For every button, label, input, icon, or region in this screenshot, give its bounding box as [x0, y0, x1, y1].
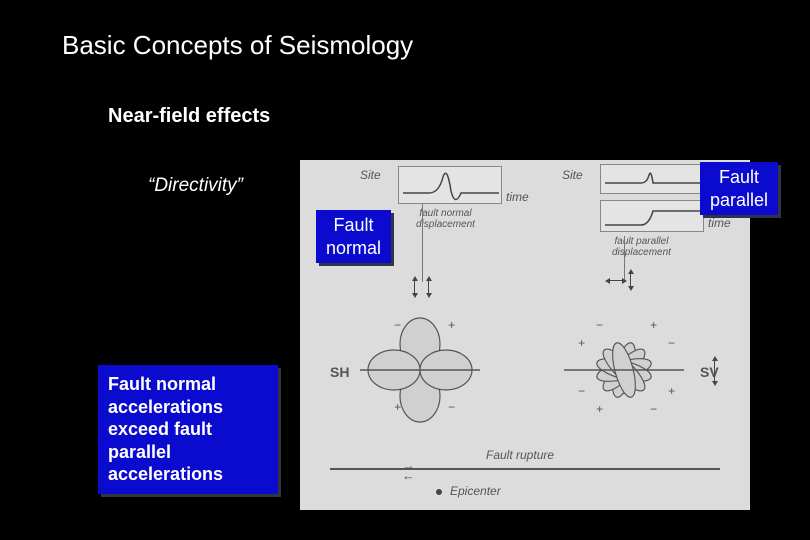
subtitle: Near-field effects	[108, 105, 270, 128]
fault-rupture-line	[330, 468, 720, 470]
description-box: Fault normal accelerations exceed fault …	[98, 365, 278, 494]
petal-8lobe-icon	[564, 310, 684, 430]
time-left-label: time	[506, 190, 529, 204]
fault-normal-disp-label: fault normal displacement	[416, 208, 475, 230]
fault-rupture-label: Fault rupture	[486, 448, 554, 462]
time-right-label: time	[708, 216, 731, 230]
directivity-label: “Directivity”	[148, 175, 243, 197]
epicenter-label: Epicenter	[450, 484, 501, 498]
slide-title: Basic Concepts of Seismology	[62, 30, 413, 61]
site-left-vline	[422, 204, 423, 282]
waveform-left-panel	[398, 166, 502, 204]
step-waveform-icon	[601, 201, 705, 233]
fault-parallel-disp-label: fault parallel displacement	[612, 236, 671, 258]
pulse-waveform-icon	[399, 167, 503, 205]
clover-4lobe-icon	[360, 310, 480, 430]
small-pulse-icon	[601, 165, 705, 195]
site-right-vline	[624, 236, 625, 282]
waveform-right-bottom-panel	[600, 200, 704, 232]
fault-normal-box: Fault normal	[316, 210, 391, 263]
site-left-label: Site	[360, 168, 381, 182]
epicenter-dot-icon	[436, 489, 442, 495]
sv-arrow-icon	[714, 360, 715, 382]
fault-parallel-box: Fault parallel	[700, 162, 778, 215]
sh-label: SH	[330, 364, 349, 380]
sv-radiation-pattern	[564, 310, 684, 430]
waveform-right-top-panel	[600, 164, 704, 194]
sv-label: SV	[700, 364, 719, 380]
site-right-label: Site	[562, 168, 583, 182]
sh-radiation-pattern	[360, 310, 480, 430]
